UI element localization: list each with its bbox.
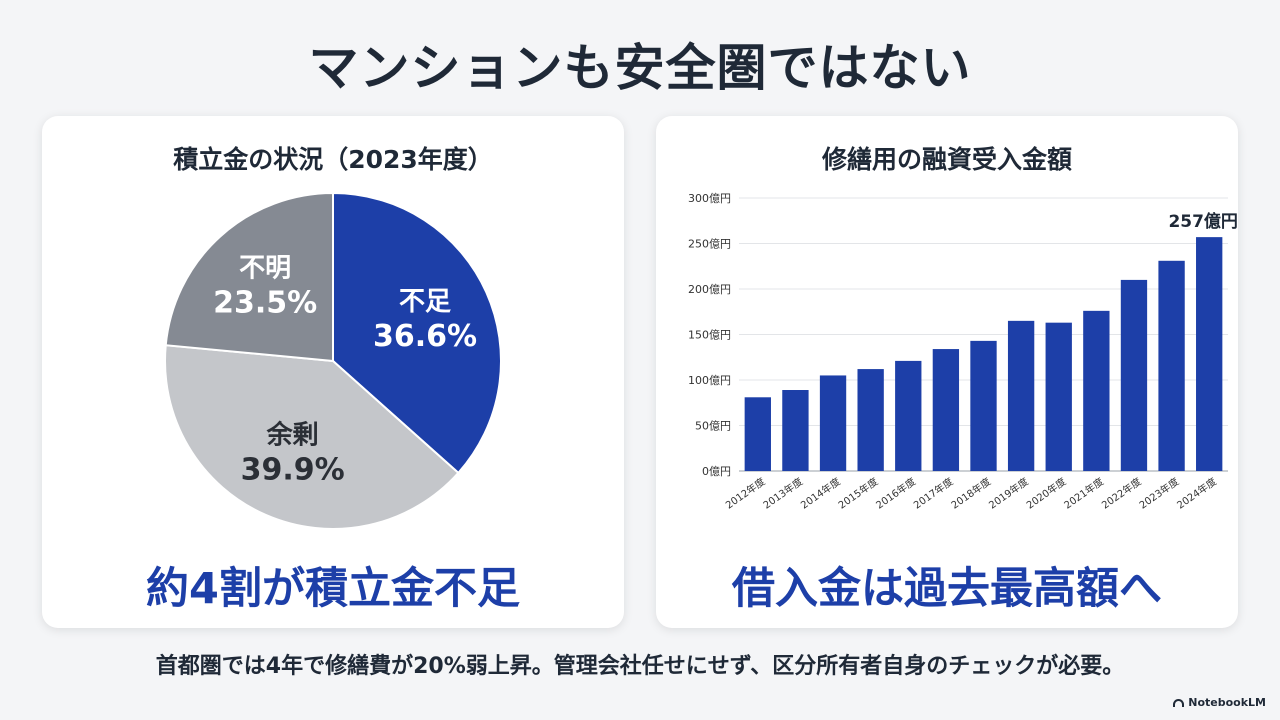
brand-logo: NotebookLM bbox=[1173, 696, 1266, 709]
pie-slice-label: 不明 bbox=[239, 253, 291, 283]
x-tick-label: 2013年度 bbox=[760, 475, 805, 512]
x-tick-label: 2020年度 bbox=[1024, 475, 1069, 512]
pie-slice-value: 23.5% bbox=[213, 285, 317, 320]
x-tick-label: 2017年度 bbox=[911, 475, 956, 512]
bar-2024年度 bbox=[1196, 237, 1223, 471]
x-tick-label: 2018年度 bbox=[949, 475, 994, 512]
x-tick-label: 2021年度 bbox=[1061, 475, 1106, 512]
bar-2021年度 bbox=[1083, 310, 1110, 471]
x-tick-label: 2012年度 bbox=[723, 475, 768, 512]
y-tick-label: 0億円 bbox=[702, 465, 731, 478]
x-tick-label: 2019年度 bbox=[986, 475, 1031, 512]
reserve-fund-card: 積立金の状況（2023年度） 不足 36.6% 余剰 39.9% 不明 23.5% 約4割… bbox=[42, 116, 624, 628]
brand-label: NotebookLM bbox=[1188, 696, 1266, 709]
bar-chart-title: 修繕用の融資受入金額 bbox=[821, 145, 1072, 174]
bar-2016年度 bbox=[895, 360, 922, 471]
x-tick-label: 2024年度 bbox=[1174, 475, 1219, 512]
bar-2015年度 bbox=[857, 369, 884, 471]
x-tick-label: 2023年度 bbox=[1137, 475, 1182, 512]
y-tick-label: 300億円 bbox=[688, 192, 731, 205]
bar-value-annotation: 257億円 bbox=[1168, 211, 1238, 232]
bar-chart: 0億円50億円100億円150億円200億円250億円300億円2012年度20… bbox=[688, 192, 1238, 512]
footer-note: 首都圏では4年で修繕費が20%弱上昇。管理会社任せにせず、区分所有者自身のチェッ… bbox=[155, 654, 1125, 679]
pie-slice-label: 不足 bbox=[399, 287, 451, 317]
bar-2022年度 bbox=[1120, 279, 1148, 471]
x-tick-label: 2022年度 bbox=[1099, 475, 1144, 512]
pie-slice-0 bbox=[332, 191, 502, 475]
bar-2023年度 bbox=[1158, 260, 1185, 471]
y-tick-label: 250億円 bbox=[688, 238, 731, 251]
pie-slice-value: 39.9% bbox=[241, 452, 345, 487]
x-tick-label: 2016年度 bbox=[873, 475, 918, 512]
pie-slice-2 bbox=[164, 191, 334, 363]
x-tick-label: 2014年度 bbox=[798, 475, 843, 512]
loan-amount-card: 修繕用の融資受入金額 0億円 50億円 100億円 150億円 200億円 250億円 30… bbox=[656, 116, 1238, 628]
left-headline: 約4割が積立金不足 bbox=[146, 564, 520, 614]
bar-2017年度 bbox=[932, 349, 960, 471]
pie-slice-value: 36.6% bbox=[373, 319, 477, 354]
right-headline: 借入金は過去最高額へ bbox=[732, 564, 1162, 614]
pie-slice-label: 余剰 bbox=[266, 419, 319, 450]
y-tick-label: 200億円 bbox=[688, 283, 731, 296]
slide-title: マンションも安全圏ではない bbox=[308, 39, 972, 97]
bar-2012年度 bbox=[744, 397, 771, 471]
bar-2013年度 bbox=[782, 390, 809, 471]
bar-2020年度 bbox=[1045, 322, 1072, 471]
y-tick-label: 50億円 bbox=[695, 420, 731, 433]
pie-chart-title: 積立金の状況（2023年度） bbox=[173, 145, 493, 174]
bar-2018年度 bbox=[970, 340, 997, 471]
x-tick-label: 2015年度 bbox=[836, 475, 881, 512]
y-tick-label: 150億円 bbox=[688, 329, 731, 342]
y-tick-label: 100億円 bbox=[688, 374, 731, 387]
pie-slice-1 bbox=[164, 344, 460, 530]
bar-2019年度 bbox=[1007, 320, 1035, 471]
notebooklm-icon bbox=[1173, 698, 1185, 707]
bar-2014年度 bbox=[819, 375, 847, 471]
